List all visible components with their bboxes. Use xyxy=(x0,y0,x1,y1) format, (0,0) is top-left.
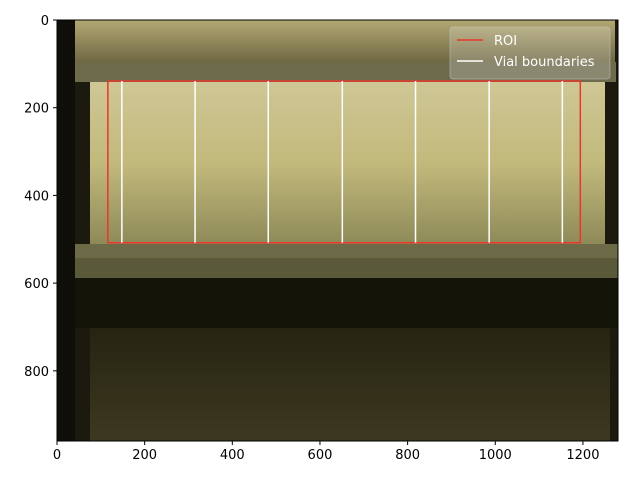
series-line xyxy=(121,80,564,243)
x-tick-label: 1200 xyxy=(566,448,599,463)
x-tick-label: 200 xyxy=(132,448,157,463)
x-tick-label: 0 xyxy=(53,448,61,463)
x-tick-label: 600 xyxy=(308,448,333,463)
y-tick-label: 800 xyxy=(24,365,49,380)
axes-frame xyxy=(56,19,619,442)
legend-label: Vial boundaries xyxy=(494,55,595,70)
y-tick-label: 200 xyxy=(24,102,49,117)
x-tick-label: 400 xyxy=(220,448,245,463)
legend-label: ROI xyxy=(494,34,517,49)
y-tick-label: 400 xyxy=(24,189,49,204)
photo xyxy=(57,20,618,441)
series-line xyxy=(107,80,582,244)
y-tick-label: 0 xyxy=(41,14,49,29)
y-tick-label: 600 xyxy=(24,277,49,292)
x-tick-label: 1000 xyxy=(479,448,512,463)
plot-area xyxy=(107,80,582,244)
x-tick-label: 800 xyxy=(395,448,420,463)
legend-box xyxy=(449,26,611,80)
legend: ROI Vial boundaries xyxy=(449,26,611,80)
